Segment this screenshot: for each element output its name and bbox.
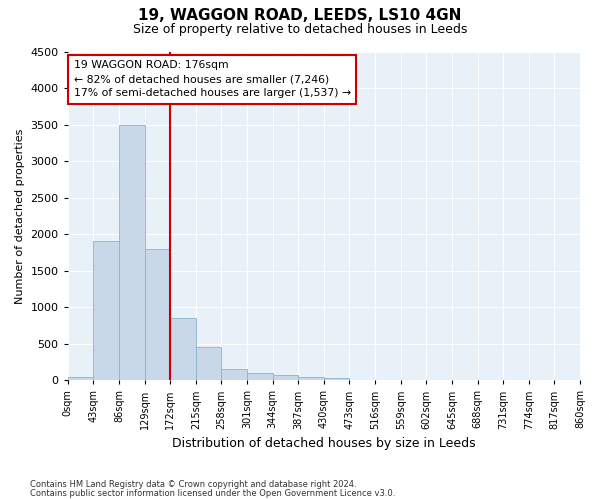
Bar [145, 249, 170, 380]
Text: Size of property relative to detached houses in Leeds: Size of property relative to detached ho… [133, 22, 467, 36]
Bar [247, 373, 272, 380]
Bar [119, 124, 145, 380]
Text: Contains public sector information licensed under the Open Government Licence v3: Contains public sector information licen… [30, 489, 395, 498]
Text: 19, WAGGON ROAD, LEEDS, LS10 4GN: 19, WAGGON ROAD, LEEDS, LS10 4GN [139, 8, 461, 22]
Bar [196, 348, 221, 380]
Bar [170, 318, 196, 380]
Bar [221, 370, 247, 380]
Bar [68, 376, 94, 380]
Bar [94, 242, 119, 380]
Y-axis label: Number of detached properties: Number of detached properties [15, 128, 25, 304]
Bar [298, 376, 324, 380]
Text: Contains HM Land Registry data © Crown copyright and database right 2024.: Contains HM Land Registry data © Crown c… [30, 480, 356, 489]
Text: 19 WAGGON ROAD: 176sqm
← 82% of detached houses are smaller (7,246)
17% of semi-: 19 WAGGON ROAD: 176sqm ← 82% of detached… [74, 60, 351, 98]
Bar [272, 375, 298, 380]
Bar [324, 378, 349, 380]
X-axis label: Distribution of detached houses by size in Leeds: Distribution of detached houses by size … [172, 437, 476, 450]
